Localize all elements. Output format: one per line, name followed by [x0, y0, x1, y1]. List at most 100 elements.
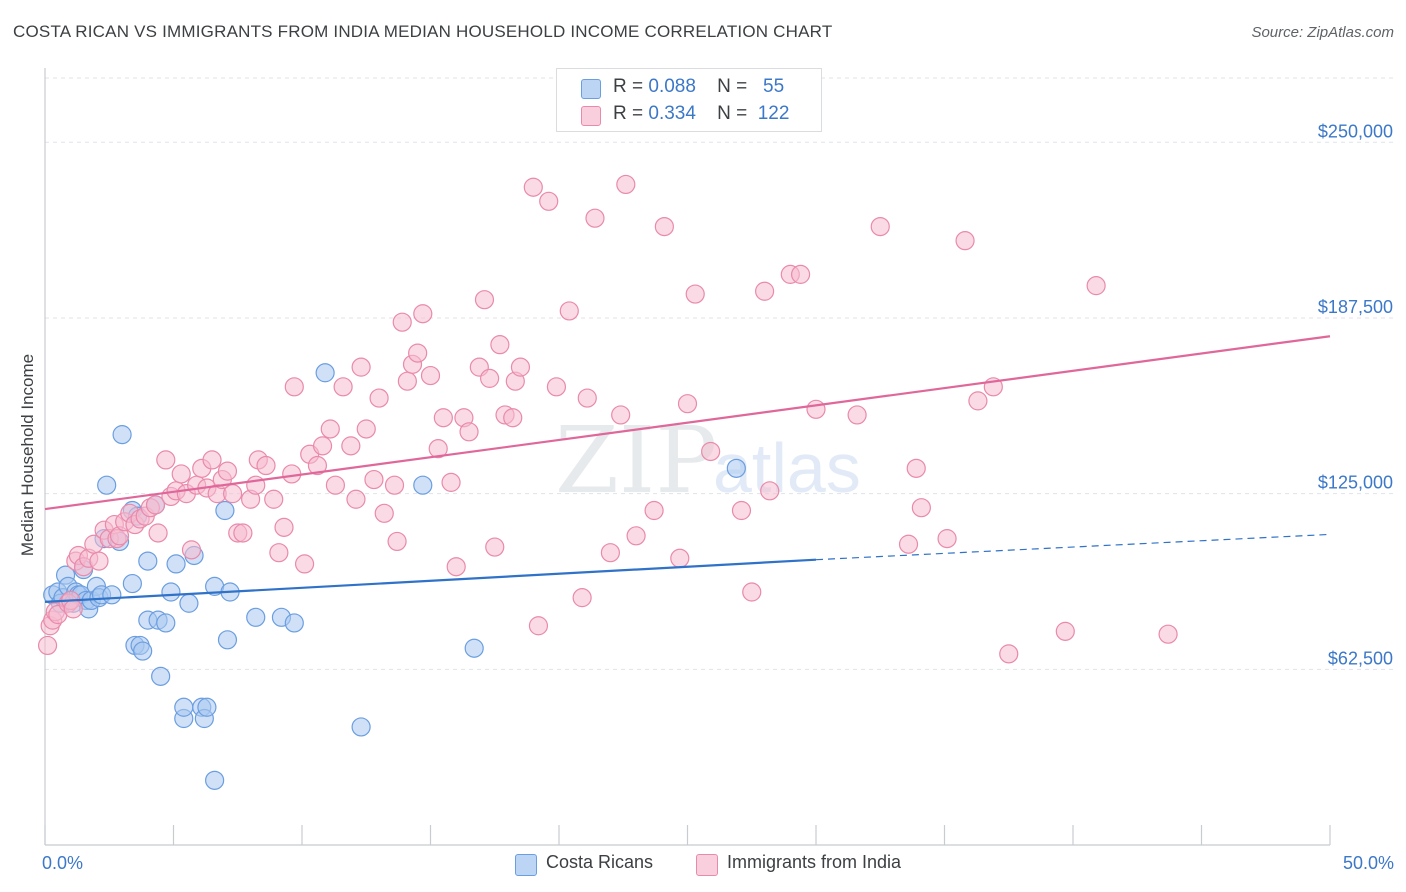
india-point	[325, 475, 346, 495]
india-point	[433, 408, 453, 428]
india-point	[742, 582, 762, 602]
trend-line-costa-ricans	[44, 558, 817, 603]
india-point	[145, 495, 166, 515]
india-point	[392, 312, 412, 332]
india-point	[670, 548, 690, 568]
india-point	[600, 543, 621, 563]
india-point	[546, 377, 567, 397]
costa-rican-point	[351, 717, 371, 737]
india-point	[369, 388, 389, 408]
costa-rican-point	[217, 630, 238, 650]
legend-swatch-blue	[515, 854, 537, 876]
trend-line-immigrants-india	[44, 335, 1331, 511]
india-point	[346, 489, 366, 509]
india-point	[806, 399, 826, 419]
india-point	[341, 436, 361, 456]
r-label: R =	[613, 103, 644, 124]
costa-rican-point	[179, 593, 199, 613]
costa-rican-point	[161, 582, 181, 602]
india-point	[955, 231, 975, 251]
india-point	[937, 529, 957, 549]
india-point	[156, 450, 176, 470]
india-point	[474, 290, 495, 310]
india-point	[351, 357, 371, 377]
india-point	[171, 464, 191, 484]
india-point	[626, 526, 646, 546]
india-point	[999, 644, 1019, 664]
india-point	[616, 174, 636, 195]
y-tick-label: $187,500	[1318, 297, 1393, 317]
india-point	[572, 588, 592, 608]
india-point	[870, 217, 890, 237]
costa-rican-point	[464, 638, 484, 658]
india-point	[217, 461, 238, 481]
india-point	[503, 408, 523, 428]
india-point	[1055, 621, 1075, 641]
india-point	[611, 405, 631, 425]
india-point	[523, 177, 543, 197]
india-point	[269, 543, 289, 563]
india-point	[441, 472, 461, 492]
india-point	[312, 436, 333, 456]
series-immigrants-india	[37, 174, 1178, 664]
india-point	[294, 554, 315, 574]
n-label: N =	[717, 103, 748, 124]
india-point	[428, 439, 448, 459]
india-point	[1086, 276, 1106, 296]
chart-title: COSTA RICAN VS IMMIGRANTS FROM INDIA MED…	[13, 22, 833, 41]
india-point	[485, 537, 505, 557]
india-point	[754, 281, 775, 301]
india-point	[223, 484, 243, 504]
india-point	[307, 455, 328, 476]
india-point	[898, 534, 919, 554]
india-point	[480, 368, 500, 388]
india-point	[387, 531, 407, 552]
costa-rican-point	[102, 585, 122, 605]
costa-rican-point	[205, 770, 225, 790]
india-point	[701, 441, 721, 462]
india-point	[37, 635, 58, 656]
india-point	[790, 264, 811, 284]
india-point	[397, 371, 417, 391]
india-point	[181, 540, 202, 560]
r-value: 0.088	[648, 76, 696, 97]
india-point	[446, 557, 466, 577]
costa-rican-point	[156, 613, 176, 633]
india-point	[274, 517, 294, 537]
india-point	[906, 458, 926, 478]
costa-rican-point	[112, 425, 132, 445]
india-point	[685, 284, 705, 304]
costa-rican-point	[246, 607, 266, 627]
r-label: R =	[613, 76, 644, 97]
india-point	[384, 475, 405, 495]
india-point	[256, 455, 276, 476]
india-point	[760, 481, 780, 501]
trend-line-costa-ricans-extension	[815, 533, 1331, 561]
india-point	[911, 498, 931, 518]
n-value: 55	[763, 76, 785, 97]
india-point	[539, 191, 559, 211]
india-point	[408, 343, 428, 363]
india-point	[1158, 624, 1178, 644]
watermark-zip: ZIP	[555, 407, 717, 514]
trend-lines	[44, 335, 1331, 603]
costa-rican-point	[151, 666, 171, 686]
pink-swatch	[581, 106, 601, 126]
costa-rican-point	[97, 475, 117, 495]
y-tick-label: $250,000	[1318, 121, 1393, 141]
india-point	[559, 301, 579, 321]
india-point	[356, 419, 376, 439]
legend-swatch-pink	[696, 854, 718, 876]
india-point	[148, 523, 168, 543]
costa-rican-point	[315, 363, 335, 383]
costa-rican-point	[133, 641, 153, 661]
costa-rican-point	[174, 697, 194, 717]
legend-label: Costa Ricans	[546, 852, 654, 872]
india-point	[644, 500, 664, 521]
costa-rican-point	[215, 500, 235, 521]
india-point	[528, 616, 549, 636]
india-point	[364, 469, 384, 490]
y-tick-labels: $62,500 $125,000 $187,500 $250,000	[1318, 121, 1393, 668]
india-point	[413, 304, 433, 324]
source-label: Source: ZipAtlas.com	[1251, 24, 1394, 41]
